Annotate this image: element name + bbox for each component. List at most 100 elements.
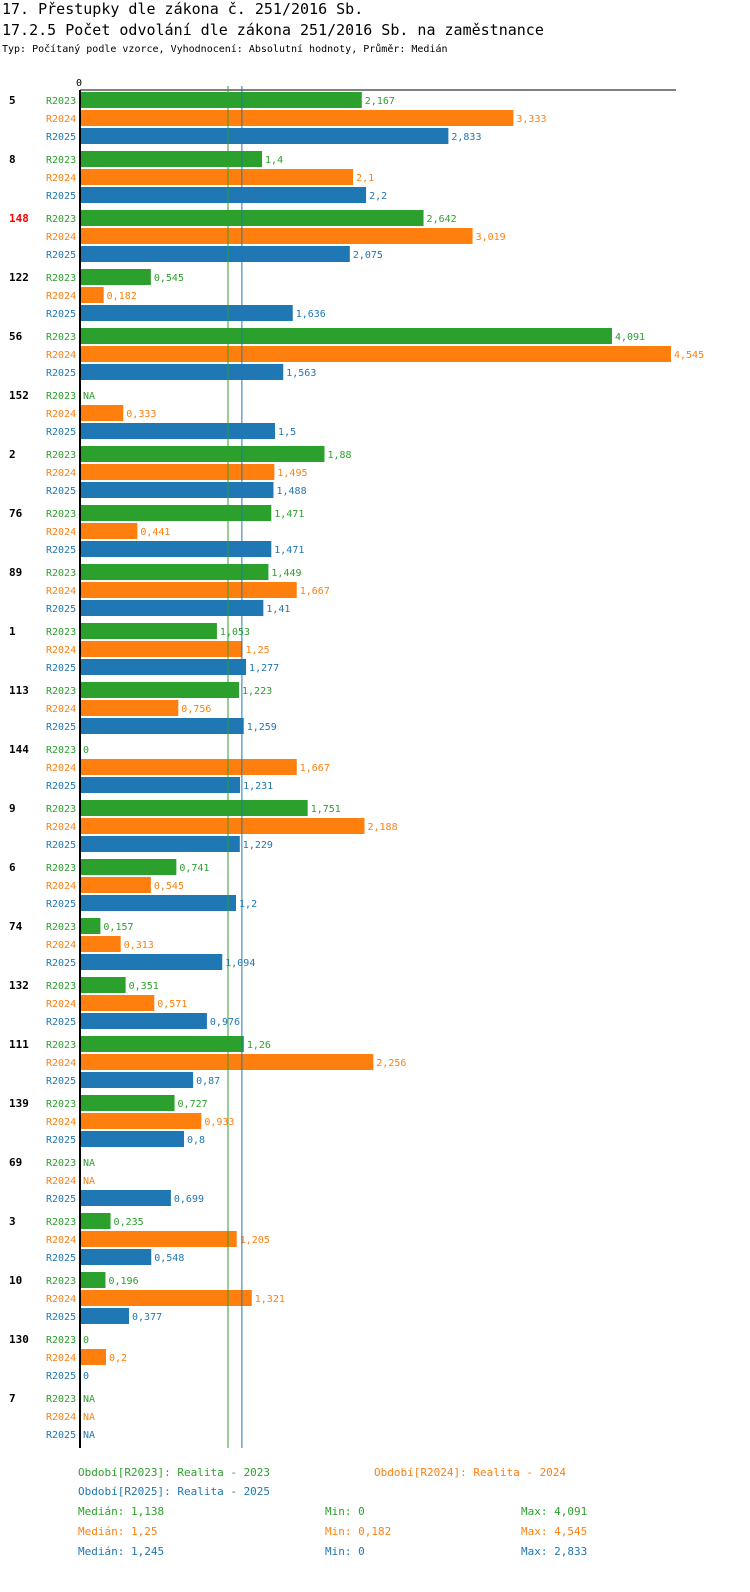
- value-label: NA: [83, 391, 95, 402]
- series-label: R2024: [46, 1235, 76, 1246]
- value-label: 0,2: [109, 1353, 127, 1364]
- value-label: 1,2: [239, 899, 257, 910]
- bar: [80, 1290, 252, 1306]
- bar: [80, 995, 155, 1011]
- series-label: R2023: [46, 804, 76, 815]
- stat-max-r2023: Max: 4,091: [521, 1505, 588, 1518]
- value-label: 1,321: [255, 1294, 285, 1305]
- value-label: 1,88: [327, 450, 351, 461]
- bar: [80, 1072, 194, 1088]
- group-label: 111: [9, 1038, 29, 1051]
- bar: [80, 405, 124, 421]
- bar: [80, 246, 350, 262]
- group-label: 89: [9, 566, 22, 579]
- series-label: R2025: [46, 781, 76, 792]
- bar: [80, 1272, 106, 1288]
- bar: [80, 582, 297, 598]
- series-label: R2024: [46, 940, 76, 951]
- value-label: NA: [83, 1394, 95, 1405]
- bar: [80, 541, 272, 557]
- bar: [80, 92, 362, 108]
- series-label: R2025: [46, 899, 76, 910]
- series-label: R2024: [46, 1058, 76, 1069]
- series-label: R2023: [46, 273, 76, 284]
- group-label: 1: [9, 625, 16, 638]
- series-label: R2025: [46, 545, 76, 556]
- series-label: R2025: [46, 1017, 76, 1028]
- value-label: 1,25: [246, 645, 270, 656]
- bar: [80, 1231, 237, 1247]
- bar: [80, 364, 284, 380]
- bar: [80, 423, 276, 439]
- value-label: 1,259: [247, 722, 277, 733]
- value-label: 1,495: [277, 468, 307, 479]
- value-label: 0: [83, 1371, 89, 1382]
- series-label: R2023: [46, 332, 76, 343]
- value-label: 2,642: [427, 214, 457, 225]
- bar: [80, 110, 514, 126]
- series-label: R2023: [46, 1335, 76, 1346]
- series-label: R2024: [46, 527, 76, 538]
- value-label: NA: [83, 1176, 95, 1187]
- value-label: NA: [83, 1158, 95, 1169]
- bar: [80, 1131, 185, 1147]
- series-label: R2023: [46, 686, 76, 697]
- bar: [80, 759, 297, 775]
- series-label: R2025: [46, 1194, 76, 1205]
- group-label: 113: [9, 684, 29, 697]
- series-label: R2023: [46, 96, 76, 107]
- value-label: 2,2: [369, 191, 387, 202]
- value-label: NA: [83, 1412, 95, 1423]
- group-label: 10: [9, 1274, 22, 1287]
- group-label: 148: [9, 212, 29, 225]
- group-label: 3: [9, 1215, 16, 1228]
- value-label: 1,5: [278, 427, 296, 438]
- series-label: R2025: [46, 1371, 76, 1382]
- value-label: 0,377: [132, 1312, 162, 1323]
- series-label: R2025: [46, 958, 76, 969]
- stat-min-r2024: Min: 0,182: [325, 1525, 392, 1538]
- bar: [80, 128, 449, 144]
- bar: [80, 936, 121, 952]
- value-label: 0,196: [108, 1276, 138, 1287]
- series-label: R2023: [46, 214, 76, 225]
- value-label: 0: [83, 745, 89, 756]
- value-label: 1,4: [265, 155, 283, 166]
- bar: [80, 777, 241, 793]
- series-label: R2024: [46, 1353, 76, 1364]
- value-label: 2,1: [356, 173, 374, 184]
- value-label: 1,667: [300, 763, 330, 774]
- bar: [80, 1190, 171, 1206]
- bar: [80, 482, 274, 498]
- bar: [80, 954, 223, 970]
- bar: [80, 700, 179, 716]
- bar: [80, 210, 424, 226]
- group-label: 56: [9, 330, 23, 343]
- value-label: 1,636: [296, 309, 326, 320]
- series-label: R2024: [46, 232, 76, 243]
- value-label: 0,333: [126, 409, 156, 420]
- series-label: R2025: [46, 368, 76, 379]
- bar: [80, 859, 177, 875]
- bar: [80, 1095, 175, 1111]
- value-label: 2,833: [451, 132, 481, 143]
- legend-r2025: Období[R2025]: Realita - 2025: [78, 1485, 271, 1498]
- bar: [80, 346, 671, 362]
- bar: [80, 1113, 202, 1129]
- value-label: 1,26: [247, 1040, 271, 1051]
- series-label: R2023: [46, 509, 76, 520]
- value-label: 0: [83, 1335, 89, 1346]
- legend-r2024: Období[R2024]: Realita - 2024: [374, 1466, 567, 1479]
- group-label: 144: [9, 743, 29, 756]
- chart-title: 17. Přestupky dle zákona č. 251/2016 Sb.: [2, 0, 364, 18]
- series-label: R2023: [46, 922, 76, 933]
- series-label: R2024: [46, 586, 76, 597]
- stat-max-r2025: Max: 2,833: [521, 1545, 588, 1558]
- series-label: R2023: [46, 745, 76, 756]
- value-label: 4,091: [615, 332, 645, 343]
- bar: [80, 800, 308, 816]
- bar: [80, 151, 263, 167]
- value-label: 1,223: [242, 686, 272, 697]
- bar: [80, 1249, 152, 1265]
- series-label: R2025: [46, 840, 76, 851]
